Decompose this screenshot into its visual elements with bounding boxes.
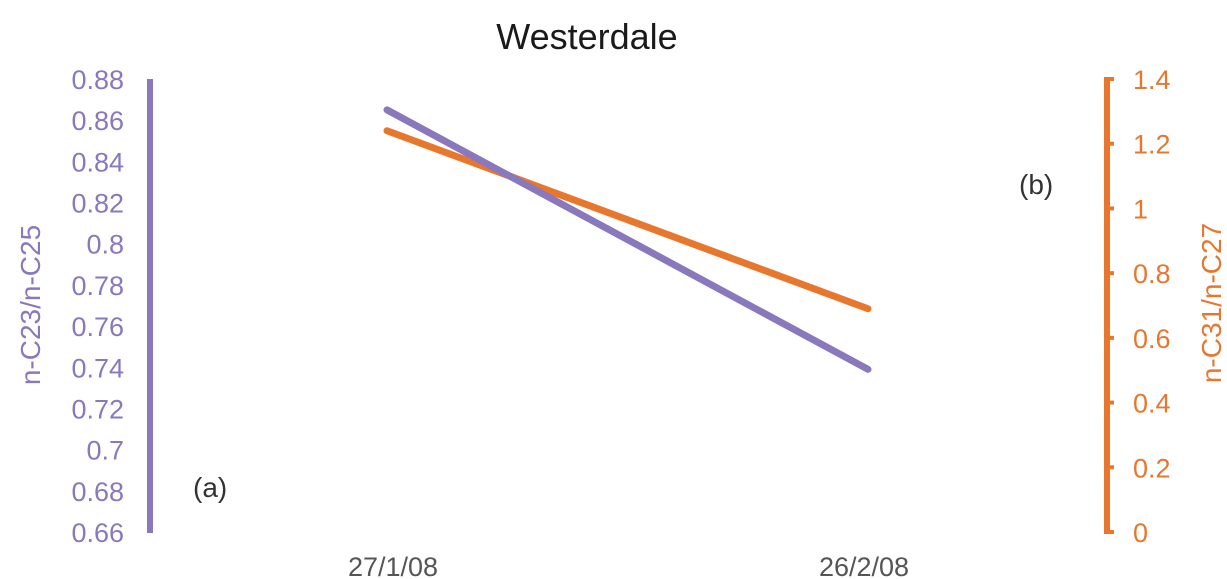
left-tick-labels: 0.88 0.86 0.84 0.82 0.8 0.78 0.76 0.74 0.72 0.7 0.… bbox=[71, 65, 124, 548]
left-tick-label: 0.66 bbox=[71, 518, 124, 548]
left-tick-label: 0.88 bbox=[71, 65, 124, 95]
series-lines bbox=[383, 106, 872, 373]
right-tick-label: 0.2 bbox=[1133, 453, 1171, 483]
left-tick-label: 0.74 bbox=[71, 353, 124, 383]
left-tick-label: 0.82 bbox=[71, 189, 124, 219]
panel-label-b: (b) bbox=[1019, 169, 1053, 200]
left-tick-label: 0.78 bbox=[71, 271, 124, 301]
left-tick-label: 0.68 bbox=[71, 477, 124, 507]
x-tick-labels: 27/1/08 26/2/08 bbox=[348, 552, 909, 579]
left-tick-label: 0.7 bbox=[86, 436, 124, 466]
left-tick-label: 0.8 bbox=[86, 230, 124, 260]
left-tick-label: 0.76 bbox=[71, 312, 124, 342]
right-axis bbox=[1104, 77, 1114, 534]
left-tick-label: 0.86 bbox=[71, 106, 124, 136]
right-tick-label: 0.4 bbox=[1133, 389, 1171, 419]
right-tick-label: 1.2 bbox=[1133, 130, 1171, 160]
right-tick-label: 0 bbox=[1133, 518, 1148, 548]
left-axis-label: n-C23/n-C25 bbox=[15, 225, 46, 385]
right-tick-label: 0.8 bbox=[1133, 259, 1171, 289]
left-tick-label: 0.84 bbox=[71, 147, 124, 177]
panel-label-a: (a) bbox=[193, 472, 227, 503]
series-line-left-axis bbox=[383, 106, 872, 373]
chart-title: Westerdale bbox=[496, 16, 677, 57]
right-axis-label: n-C31/n-C27 bbox=[1196, 223, 1227, 383]
right-tick-label: 1.4 bbox=[1133, 65, 1171, 95]
right-tick-label: 1 bbox=[1133, 194, 1148, 224]
series-line-right-axis bbox=[383, 127, 872, 313]
right-tick-labels: 1.4 1.2 1 0.8 0.6 0.4 0.2 0 bbox=[1133, 65, 1171, 548]
right-tick-label: 0.6 bbox=[1133, 324, 1171, 354]
left-tick-label: 0.72 bbox=[71, 394, 124, 424]
x-tick-label: 26/2/08 bbox=[819, 552, 909, 579]
x-tick-label: 27/1/08 bbox=[348, 552, 438, 579]
